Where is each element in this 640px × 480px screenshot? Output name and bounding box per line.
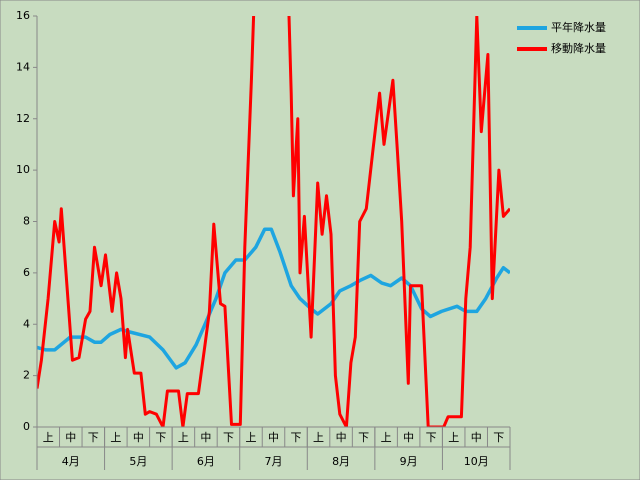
x-tick-label: 中 (65, 431, 76, 444)
y-tick-label: 8 (23, 215, 30, 228)
series-line (37, 16, 510, 427)
x-tick-label: 下 (155, 431, 166, 444)
month-label: 7月 (265, 455, 283, 468)
x-tick-label: 中 (133, 431, 144, 444)
x-tick-label: 中 (471, 431, 482, 444)
x-tick-label: 上 (448, 431, 459, 444)
x-tick-label: 下 (426, 431, 437, 444)
month-label: 10月 (464, 455, 489, 468)
legend-label: 平年降水量 (551, 20, 606, 34)
x-tick-label: 上 (178, 431, 189, 444)
x-tick-label: 中 (268, 431, 279, 444)
x-tick-label: 上 (43, 431, 54, 444)
y-tick-label: 10 (16, 163, 30, 176)
x-tick-label: 中 (403, 431, 414, 444)
x-tick-label: 上 (381, 431, 392, 444)
y-tick-label: 2 (23, 369, 30, 382)
x-tick-label: 下 (88, 431, 99, 444)
y-tick-label: 14 (16, 60, 30, 73)
month-label: 8月 (332, 455, 350, 468)
month-label: 4月 (62, 455, 80, 468)
x-tick-label: 中 (336, 431, 347, 444)
plot-area (37, 16, 510, 427)
x-tick-label: 下 (223, 431, 234, 444)
x-tick-label: 下 (493, 431, 504, 444)
y-tick-label: 12 (16, 112, 30, 125)
month-label: 5月 (129, 455, 147, 468)
x-tick-label: 上 (245, 431, 256, 444)
y-tick-label: 16 (16, 9, 30, 22)
legend-label: 移動降水量 (551, 41, 606, 55)
x-tick-label: 下 (358, 431, 369, 444)
y-tick-label: 4 (23, 317, 30, 330)
x-tick-label: 下 (291, 431, 302, 444)
month-label: 6月 (197, 455, 215, 468)
series-line (37, 227, 510, 370)
x-tick-label: 中 (200, 431, 211, 444)
x-tick-label: 上 (110, 431, 121, 444)
x-tick-label: 上 (313, 431, 324, 444)
y-tick-label: 6 (23, 266, 30, 279)
month-label: 9月 (400, 455, 418, 468)
y-tick-label: 0 (23, 420, 30, 433)
